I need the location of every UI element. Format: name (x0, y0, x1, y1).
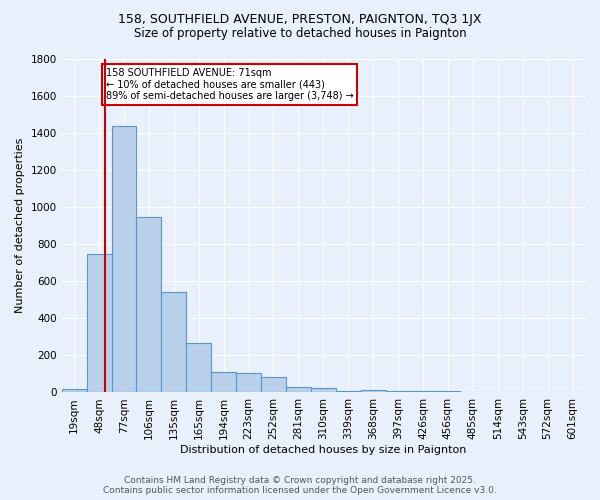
Text: Contains HM Land Registry data © Crown copyright and database right 2025.
Contai: Contains HM Land Registry data © Crown c… (103, 476, 497, 495)
Text: Size of property relative to detached houses in Paignton: Size of property relative to detached ho… (134, 28, 466, 40)
Bar (236, 374, 261, 392)
Bar (86, 254, 112, 392)
Bar (261, 376, 286, 392)
Bar (361, 390, 386, 392)
Bar (311, 388, 336, 392)
X-axis label: Distribution of detached houses by size in Paignton: Distribution of detached houses by size … (180, 445, 467, 455)
Bar (386, 391, 410, 392)
Bar (62, 389, 86, 392)
Bar (436, 391, 460, 392)
Text: 158, SOUTHFIELD AVENUE, PRESTON, PAIGNTON, TQ3 1JX: 158, SOUTHFIELD AVENUE, PRESTON, PAIGNTO… (118, 12, 482, 26)
Bar (112, 126, 136, 392)
Bar (186, 343, 211, 392)
Bar (336, 390, 361, 392)
Bar (286, 387, 311, 392)
Y-axis label: Number of detached properties: Number of detached properties (15, 138, 25, 314)
Bar (211, 372, 236, 392)
Text: 158 SOUTHFIELD AVENUE: 71sqm
← 10% of detached houses are smaller (443)
89% of s: 158 SOUTHFIELD AVENUE: 71sqm ← 10% of de… (106, 68, 353, 102)
Bar (136, 217, 161, 392)
Bar (161, 292, 186, 392)
Bar (410, 390, 436, 392)
